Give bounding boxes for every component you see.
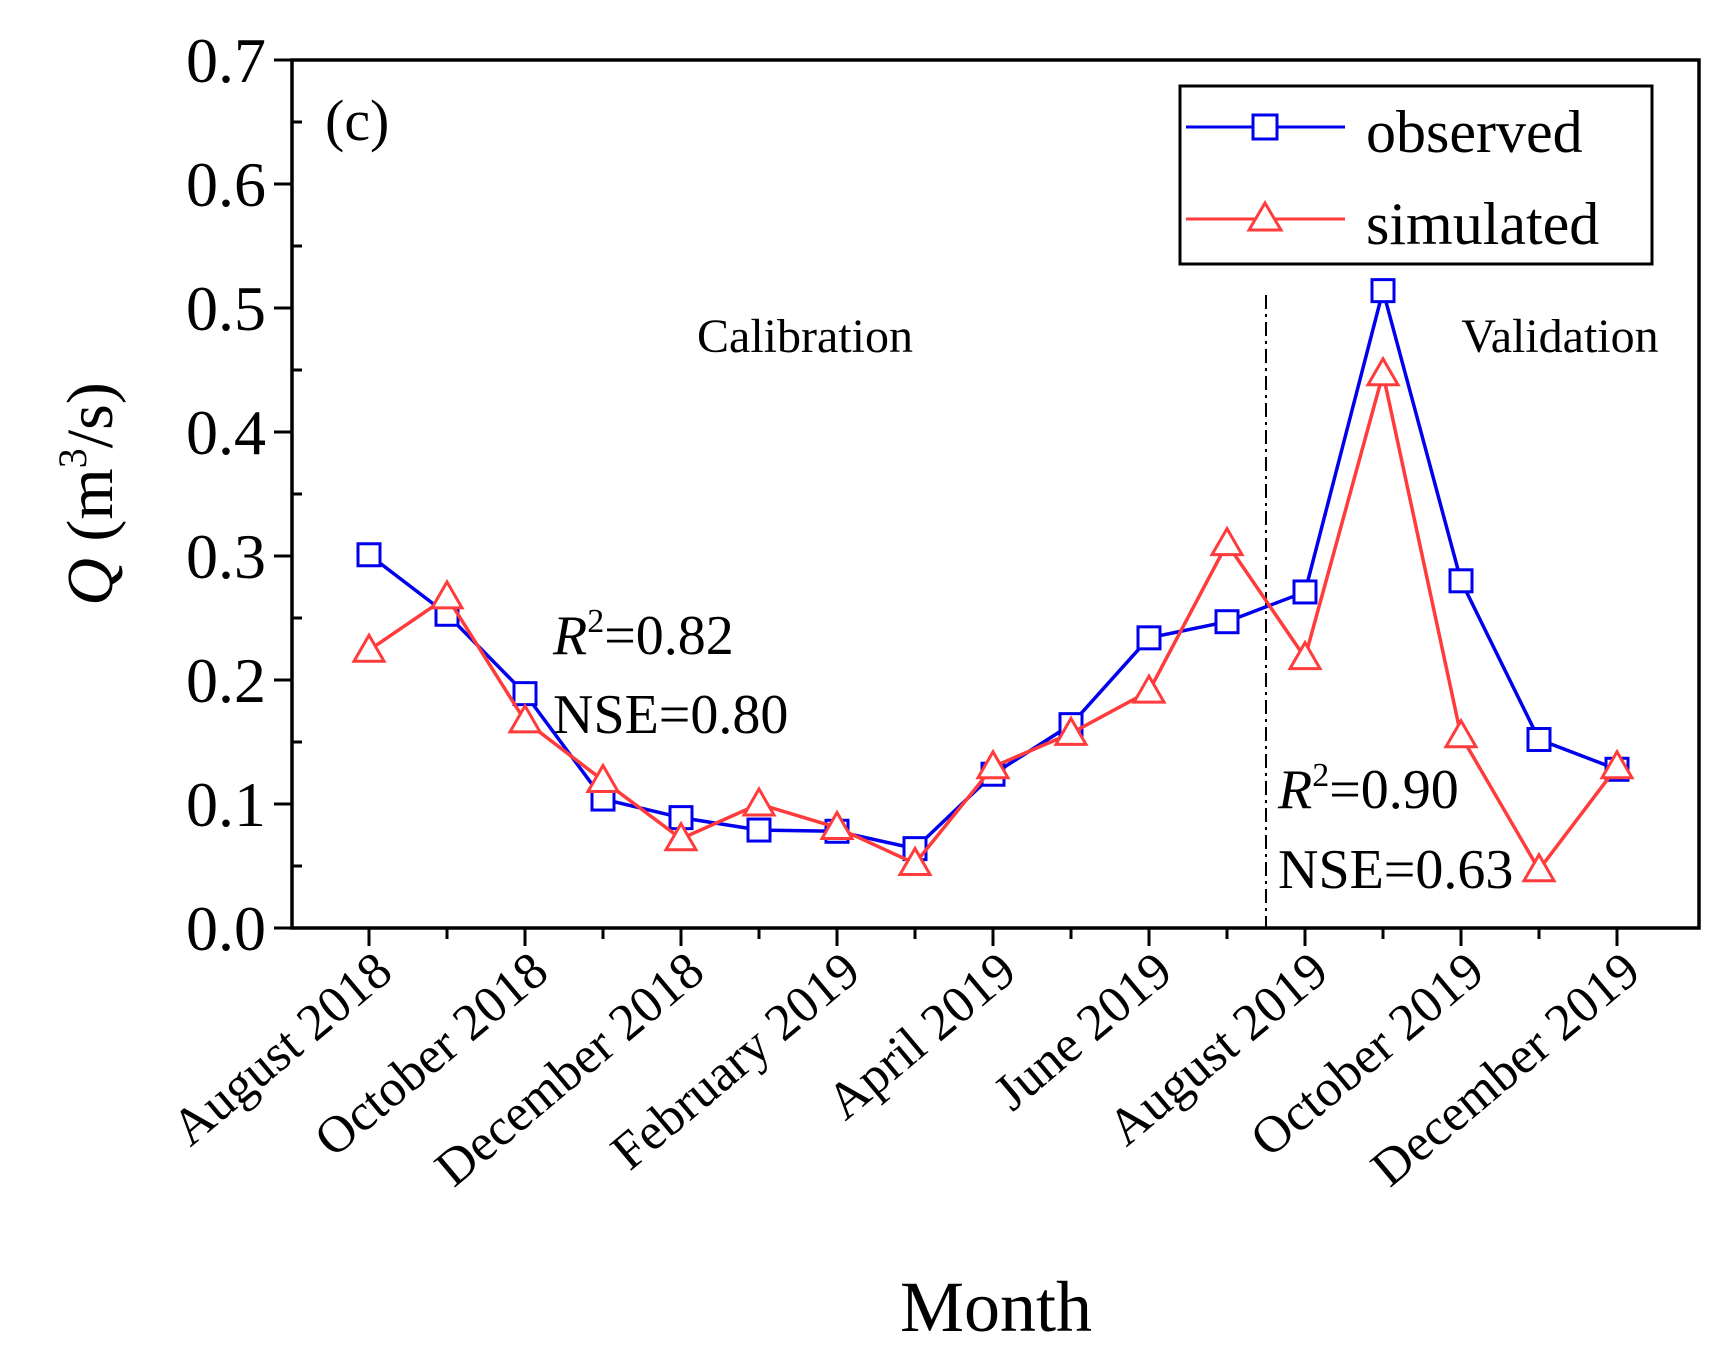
- validation-r-symbol: R: [1277, 759, 1312, 821]
- observed-point: [1292, 579, 1318, 605]
- y-axis-unit-sup: 3: [50, 448, 95, 468]
- legend-simulated-label: simulated: [1366, 191, 1599, 257]
- y-tick-label: 0.5: [186, 273, 266, 344]
- series-layer: [351, 278, 1635, 883]
- y-axis-unit-close: /s): [54, 382, 127, 448]
- simulated-point: [1131, 673, 1167, 704]
- calibration-r2: R2=0.82: [552, 603, 734, 667]
- y-axis-q: Q: [54, 558, 127, 606]
- y-tick-label: 0.7: [186, 25, 266, 96]
- calibration-r-sup: 2: [587, 603, 604, 640]
- y-tick-label: 0.0: [186, 893, 266, 964]
- calibration-r-symbol: R: [552, 605, 587, 667]
- simulated-point: [1365, 355, 1401, 387]
- observed-point: [746, 817, 772, 843]
- simulated-point: [351, 632, 387, 663]
- calibration-label: Calibration: [697, 310, 913, 363]
- x-tick-label: December 2019: [1361, 942, 1651, 1198]
- validation-r2: R2=0.90: [1277, 757, 1459, 821]
- simulated-point: [1599, 748, 1635, 780]
- observed-point: [1448, 568, 1474, 594]
- simulated-point: [741, 785, 777, 817]
- calibration-r-value: =0.82: [604, 605, 734, 667]
- validation-r-value: =0.90: [1329, 759, 1459, 821]
- simulated-point: [585, 762, 621, 793]
- legend-simulated-marker: [1246, 200, 1284, 232]
- validation-label: Validation: [1461, 310, 1658, 363]
- x-axis-title: Month: [900, 1267, 1092, 1347]
- y-tick-label: 0.6: [186, 149, 266, 220]
- simulated-point: [1053, 715, 1089, 746]
- axis-ticks: [274, 58, 1619, 946]
- y-tick-label: 0.1: [186, 769, 266, 840]
- simulated-point: [975, 748, 1011, 780]
- x-tick-label: December 2018: [425, 942, 715, 1198]
- observed-point: [1526, 727, 1552, 753]
- simulated-point: [819, 809, 855, 841]
- legend-observed-marker: [1251, 113, 1279, 141]
- observed-point: [1370, 278, 1396, 304]
- y-tick-label: 0.3: [186, 521, 266, 592]
- calibration-nse: NSE=0.80: [553, 684, 788, 746]
- validation-nse: NSE=0.63: [1278, 839, 1513, 901]
- y-axis-title: Q (m3/s): [50, 382, 127, 606]
- simulated-point: [1443, 717, 1479, 749]
- y-tick-labels: 0.0 0.1 0.2 0.3 0.4 0.5 0.6 0.7: [186, 25, 266, 964]
- simulated-point: [507, 702, 543, 734]
- y-tick-label: 0.2: [186, 645, 266, 716]
- validation-r-sup: 2: [1312, 757, 1329, 794]
- panel-label: (c): [325, 88, 389, 153]
- simulated-point: [663, 820, 699, 852]
- observed-point: [1136, 625, 1162, 651]
- simulated-point: [1521, 851, 1557, 883]
- legend-observed-label: observed: [1366, 99, 1583, 165]
- y-axis-unit-open: (m: [54, 468, 127, 558]
- observed-point: [512, 681, 538, 707]
- observed-point: [356, 542, 382, 568]
- simulated-point: [1287, 639, 1323, 671]
- simulated-point: [897, 845, 933, 877]
- simulated-point: [1209, 525, 1245, 557]
- legend: observed simulated: [1178, 84, 1654, 266]
- simulated-point: [429, 578, 465, 610]
- y-tick-label: 0.4: [186, 397, 266, 468]
- observed-point: [1214, 609, 1240, 635]
- plot-frame: [290, 58, 1701, 930]
